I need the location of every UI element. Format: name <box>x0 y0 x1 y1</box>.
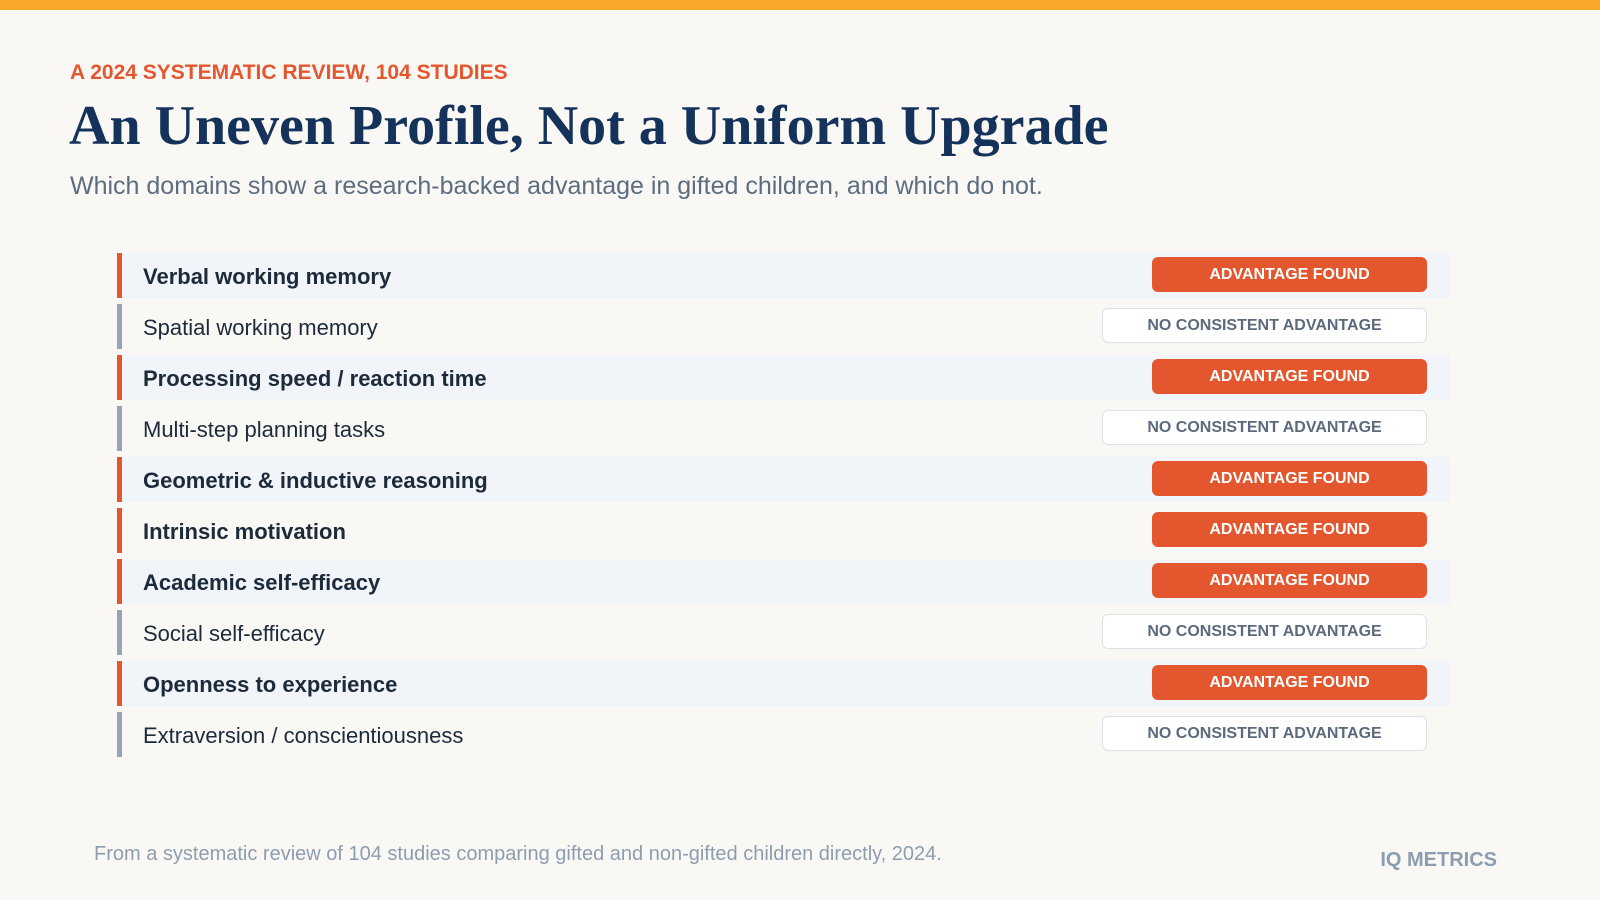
domain-label: Verbal working memory <box>143 264 392 289</box>
domain-label: Geometric & inductive reasoning <box>143 468 488 493</box>
domain-row: Processing speed / reaction time ADVANTAG… <box>117 355 1450 400</box>
domain-row: Multi-step planning tasks NO CONSISTENT A… <box>117 406 1450 451</box>
status-badge: NO CONSISTENT ADVANTAGE <box>1102 716 1427 751</box>
status-badge: NO CONSISTENT ADVANTAGE <box>1102 410 1427 445</box>
eyebrow: A 2024 SYSTEMATIC REVIEW, 104 STUDIES <box>70 61 508 84</box>
domain-row: Spatial working memory NO CONSISTENT ADVA… <box>117 304 1450 349</box>
domain-list: Verbal working memory ADVANTAGE FOUND Spat… <box>117 253 1450 763</box>
top-bar <box>0 0 1600 10</box>
domain-row: Geometric & inductive reasoning ADVANTAGE… <box>117 457 1450 502</box>
domain-label: Openness to experience <box>143 672 398 697</box>
status-badge: ADVANTAGE FOUND <box>1152 461 1427 496</box>
domain-label: Social self-efficacy <box>143 621 325 646</box>
domain-label: Extraversion / conscientiousness <box>143 723 464 748</box>
domain-row: Verbal working memory ADVANTAGE FOUND <box>117 253 1450 298</box>
domain-label: Spatial working memory <box>143 315 378 340</box>
domain-row: Academic self-efficacy ADVANTAGE FOUND <box>117 559 1450 604</box>
source-note: From a systematic review of 104 studies … <box>94 843 942 865</box>
status-badge: NO CONSISTENT ADVANTAGE <box>1102 614 1427 649</box>
domain-label: Intrinsic motivation <box>143 519 346 544</box>
domain-row: Openness to experience ADVANTAGE FOUND <box>117 661 1450 706</box>
brand: IQ METRICS <box>1380 849 1497 871</box>
status-badge: ADVANTAGE FOUND <box>1152 665 1427 700</box>
domain-row: Extraversion / conscientiousness NO CONSI… <box>117 712 1450 757</box>
status-badge: ADVANTAGE FOUND <box>1152 359 1427 394</box>
domain-row: Social self-efficacy NO CONSISTENT ADVANT… <box>117 610 1450 655</box>
domain-label: Academic self-efficacy <box>143 570 381 595</box>
subtitle: Which domains show a research-backed adv… <box>70 172 1043 200</box>
title: An Uneven Profile, Not a Uniform Upgrade <box>69 95 1109 157</box>
domain-label: Multi-step planning tasks <box>143 417 386 442</box>
domain-label: Processing speed / reaction time <box>143 366 487 391</box>
status-badge: NO CONSISTENT ADVANTAGE <box>1102 308 1427 343</box>
domain-row: Intrinsic motivation ADVANTAGE FOUND <box>117 508 1450 553</box>
status-badge: ADVANTAGE FOUND <box>1152 563 1427 598</box>
status-badge: ADVANTAGE FOUND <box>1152 512 1427 547</box>
status-badge: ADVANTAGE FOUND <box>1152 257 1427 292</box>
